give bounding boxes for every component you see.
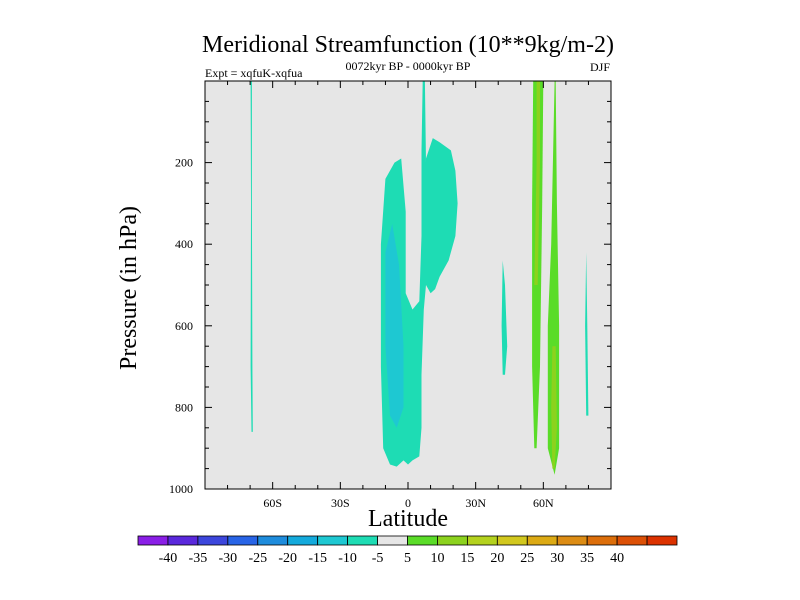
y-axis-label: Pressure (in hPa) xyxy=(116,206,142,370)
colorbar-label: 15 xyxy=(460,551,474,566)
y-tick-label: 600 xyxy=(175,319,193,333)
colorbar-swatch xyxy=(646,535,678,546)
colorbar-swatch xyxy=(347,535,378,546)
colorbar-swatch xyxy=(227,535,259,546)
colorbar-swatch xyxy=(137,535,169,546)
x-tick-label: 30S xyxy=(331,496,350,510)
x-tick-label: 60S xyxy=(263,496,282,510)
colorbar-label: -35 xyxy=(189,551,208,566)
x-axis-label: Latitude xyxy=(368,506,448,532)
colorbar-swatch xyxy=(526,535,558,546)
contour-region-sh-high-lat-negative xyxy=(250,81,253,432)
colorbar-swatch xyxy=(167,535,199,546)
colorbar: -40 -35 -30 -25 -20 -15 -10 -5 5 10 15 20 25 30 35 40 xyxy=(137,535,678,566)
contour-region-nh-60n-positive-core xyxy=(534,81,540,285)
colorbar-label: 30 xyxy=(550,551,564,566)
colorbar-swatch xyxy=(437,535,468,546)
colorbar-label: -5 xyxy=(372,551,384,566)
colorbar-swatch xyxy=(616,535,648,546)
colorbar-label: -25 xyxy=(248,551,267,566)
colorbar-swatch xyxy=(407,535,438,546)
colorbar-label: 35 xyxy=(580,551,594,566)
colorbar-label: 20 xyxy=(490,551,504,566)
colorbar-label: 10 xyxy=(430,551,444,566)
colorbar-label: -20 xyxy=(278,551,297,566)
contour-region-nh-65n-positive xyxy=(547,81,560,475)
y-tick-label: 200 xyxy=(175,156,193,170)
colorbar-swatch xyxy=(586,535,618,546)
plot-area xyxy=(204,80,612,490)
colorbar-label: 5 xyxy=(404,551,411,566)
subtitle-left: Expt = xqfuK-xqfua xyxy=(205,66,303,80)
colorbar-label: -30 xyxy=(218,551,237,566)
colorbar-label: -15 xyxy=(308,551,327,566)
chart-title: Meridional Streamfunction (10**9kg/m-2) xyxy=(202,32,614,58)
colorbar-swatch xyxy=(287,535,319,546)
contour-region-nh-65n-positive-core xyxy=(551,346,557,469)
colorbar-swatch xyxy=(466,535,498,546)
colorbar-swatch xyxy=(496,535,528,546)
colorbar-label: -40 xyxy=(159,551,178,566)
subtitle-center: 0072kyr BP - 0000kyr BP xyxy=(346,59,471,73)
colorbar-swatch xyxy=(197,535,229,546)
y-tick-label: 400 xyxy=(175,237,193,251)
x-tick-label: 30N xyxy=(465,496,486,510)
colorbar-swatch xyxy=(556,535,588,546)
y-tick-label: 800 xyxy=(175,400,193,414)
colorbar-label: 25 xyxy=(520,551,534,566)
x-tick-label: 0 xyxy=(405,496,411,510)
colorbar-swatch xyxy=(377,535,408,546)
colorbar-swatch xyxy=(317,535,349,546)
contour-region-tropical-negative-core xyxy=(385,223,404,428)
colorbar-label: -10 xyxy=(338,551,357,566)
y-tick-label: 1000 xyxy=(169,482,193,496)
colorbar-label: 40 xyxy=(610,551,624,566)
contour-region-nh-polar-negative xyxy=(585,252,589,416)
subtitle-right: DJF xyxy=(590,60,610,74)
colorbar-swatch xyxy=(257,535,289,546)
x-tick-label: 60N xyxy=(533,496,554,510)
contour-region-nh-midlat-negative xyxy=(501,260,508,375)
